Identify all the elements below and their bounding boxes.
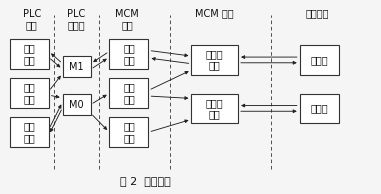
Text: 命令
列表: 命令 列表 <box>123 83 135 104</box>
Bar <box>191 45 238 75</box>
Text: MCM 逻辑: MCM 逻辑 <box>195 9 234 19</box>
Text: PLC
内存: PLC 内存 <box>23 9 41 30</box>
Text: 主装置: 主装置 <box>311 55 328 65</box>
Bar <box>62 94 91 115</box>
Text: 配置
内存: 配置 内存 <box>123 122 135 143</box>
Text: 图 2  数据流图: 图 2 数据流图 <box>120 176 171 186</box>
Bar <box>10 117 49 147</box>
Text: M0: M0 <box>69 100 84 110</box>
Text: 现场设备: 现场设备 <box>306 9 329 19</box>
Text: 数据
内存: 数据 内存 <box>123 44 135 65</box>
Text: 数据
内存: 数据 内存 <box>23 44 35 65</box>
Text: M1: M1 <box>69 61 84 72</box>
Bar <box>10 40 49 69</box>
Text: 主装置
驱动: 主装置 驱动 <box>206 98 224 119</box>
Text: 命令
列表: 命令 列表 <box>23 83 35 104</box>
Bar <box>109 78 149 108</box>
Bar <box>62 56 91 77</box>
Bar <box>300 94 339 123</box>
Text: 从装置: 从装置 <box>311 103 328 113</box>
Bar <box>191 94 238 123</box>
Text: PLC
梯形图: PLC 梯形图 <box>67 9 86 30</box>
Text: 从装置
驱动: 从装置 驱动 <box>206 49 224 71</box>
Bar <box>109 117 149 147</box>
Bar <box>10 78 49 108</box>
Text: MCM
内存: MCM 内存 <box>115 9 139 30</box>
Bar <box>109 40 149 69</box>
Text: 配置
内存: 配置 内存 <box>23 122 35 143</box>
Bar <box>300 45 339 75</box>
